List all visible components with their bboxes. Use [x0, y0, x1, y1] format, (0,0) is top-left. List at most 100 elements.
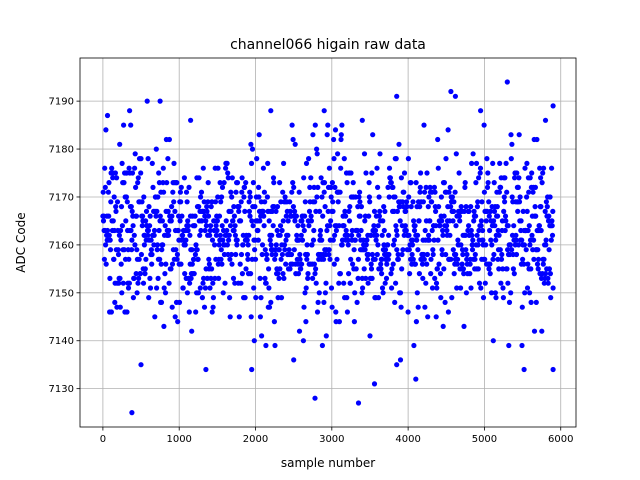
- data-point: [158, 299, 165, 305]
- data-point: [330, 237, 336, 243]
- data-point: [278, 295, 285, 301]
- data-point: [249, 146, 256, 152]
- data-point: [317, 232, 323, 238]
- data-point: [136, 256, 142, 262]
- data-point: [422, 189, 428, 195]
- data-point: [369, 275, 375, 281]
- data-point: [518, 218, 524, 224]
- data-point: [335, 151, 341, 157]
- data-point: [454, 285, 460, 291]
- outlier-point: [413, 376, 419, 382]
- data-point: [183, 237, 189, 243]
- data-point: [314, 194, 320, 200]
- data-point: [405, 309, 411, 315]
- data-point: [538, 175, 544, 181]
- data-point: [504, 189, 510, 195]
- data-point: [301, 175, 307, 181]
- data-point: [135, 280, 141, 286]
- data-point: [527, 242, 533, 248]
- data-point: [398, 175, 404, 181]
- data-point: [336, 223, 342, 229]
- data-point: [500, 285, 506, 291]
- data-point: [240, 242, 246, 248]
- data-point: [318, 175, 324, 181]
- data-point: [247, 189, 253, 195]
- data-point: [475, 199, 481, 205]
- data-point: [111, 256, 117, 262]
- data-point: [139, 223, 145, 229]
- data-point: [169, 261, 176, 267]
- data-point: [429, 199, 435, 205]
- data-point: [379, 271, 385, 277]
- data-point: [386, 194, 392, 200]
- data-point: [413, 319, 419, 325]
- data-point: [157, 256, 163, 262]
- data-point: [437, 271, 444, 277]
- data-point: [271, 180, 277, 186]
- data-point: [363, 275, 369, 281]
- data-point: [231, 227, 237, 234]
- outlier-point: [448, 88, 454, 95]
- data-point: [269, 232, 275, 238]
- data-point: [232, 280, 238, 286]
- data-point: [136, 275, 142, 281]
- data-point: [344, 309, 350, 315]
- data-point: [218, 247, 224, 253]
- data-point: [328, 184, 334, 190]
- data-point: [245, 251, 251, 258]
- data-point: [250, 223, 256, 229]
- data-point: [275, 271, 281, 277]
- data-point: [525, 261, 531, 267]
- data-point: [270, 223, 276, 229]
- data-point: [432, 189, 438, 195]
- data-point: [215, 165, 221, 171]
- data-point: [310, 132, 316, 138]
- data-point: [487, 208, 494, 214]
- data-point: [505, 280, 511, 286]
- data-point: [327, 256, 333, 262]
- data-point: [411, 342, 417, 349]
- data-point: [185, 218, 191, 224]
- data-point: [417, 184, 423, 190]
- data-point: [322, 204, 328, 210]
- outlier-point: [268, 108, 274, 114]
- data-point: [484, 184, 491, 190]
- data-point: [228, 208, 234, 214]
- data-point: [499, 251, 505, 258]
- data-point: [216, 275, 222, 281]
- data-point: [544, 204, 550, 210]
- data-point: [450, 218, 456, 224]
- data-point: [374, 232, 380, 238]
- data-point: [172, 208, 178, 214]
- data-point: [328, 285, 335, 291]
- data-point: [346, 218, 353, 224]
- data-point: [390, 261, 396, 267]
- data-point: [458, 204, 464, 210]
- data-point: [321, 256, 327, 262]
- data-point: [189, 247, 195, 253]
- data-point: [118, 237, 124, 243]
- data-point: [439, 218, 445, 224]
- data-point: [117, 141, 123, 147]
- data-point: [376, 194, 382, 200]
- data-point: [212, 242, 218, 248]
- data-point: [255, 237, 261, 243]
- data-point: [497, 247, 503, 253]
- x-tick-label: 6000: [548, 434, 573, 445]
- data-point: [374, 165, 380, 171]
- data-point: [280, 189, 286, 195]
- data-point: [380, 218, 386, 224]
- data-point: [482, 280, 488, 286]
- data-point: [519, 304, 525, 310]
- data-point: [331, 136, 337, 143]
- y-tick-label: 7130: [49, 384, 74, 395]
- data-point: [295, 271, 302, 277]
- data-point: [131, 232, 137, 238]
- data-point: [126, 280, 132, 286]
- data-point: [375, 223, 381, 229]
- data-point: [249, 218, 255, 224]
- data-point: [517, 194, 523, 200]
- data-point: [416, 218, 422, 224]
- data-point: [382, 280, 388, 286]
- data-point: [453, 251, 459, 258]
